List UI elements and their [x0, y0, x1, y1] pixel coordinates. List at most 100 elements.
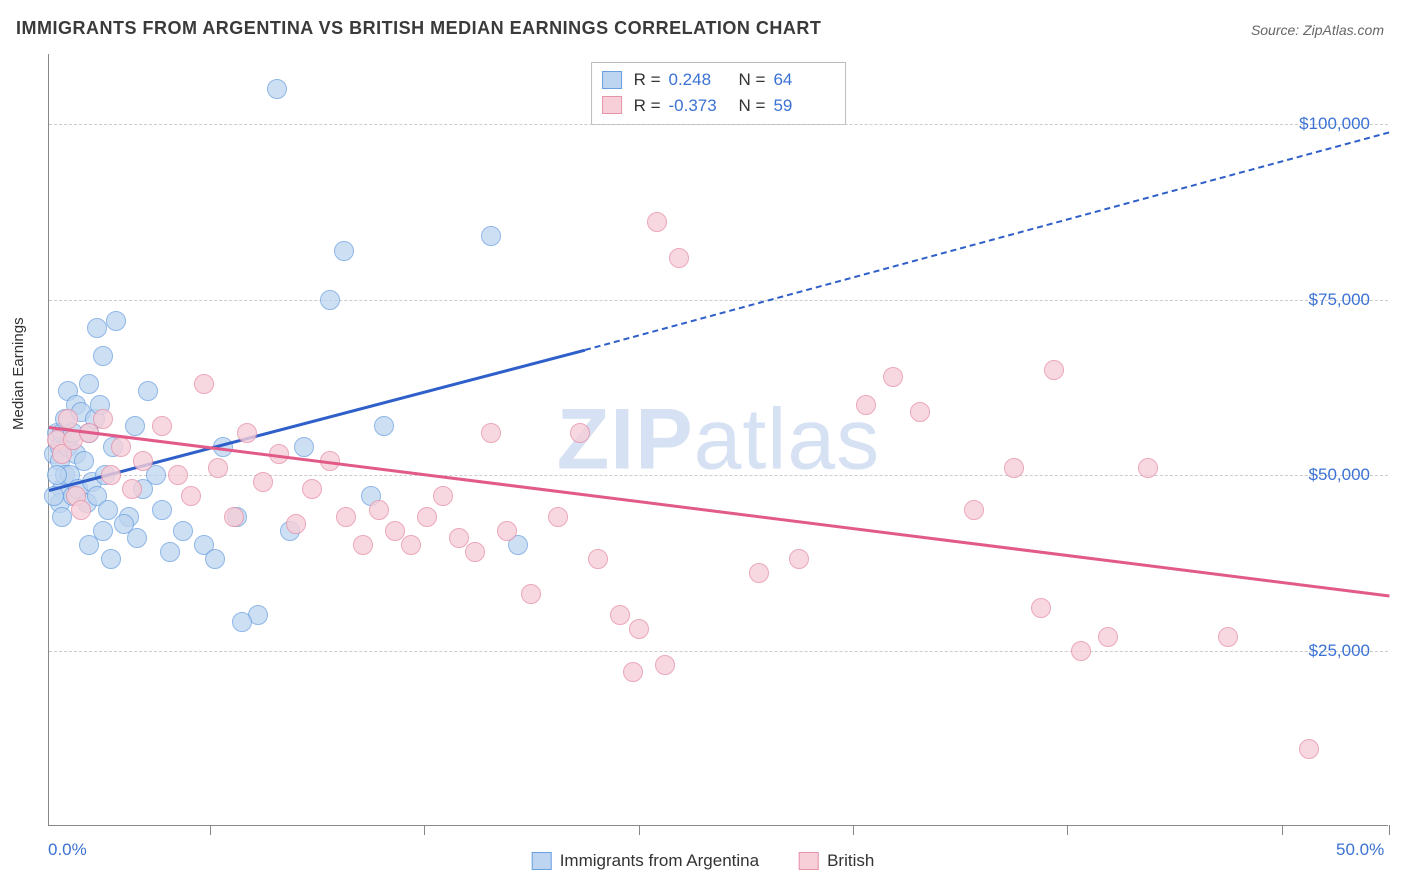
data-point: [138, 381, 158, 401]
data-point: [111, 437, 131, 457]
data-point: [237, 423, 257, 443]
gridline: [49, 124, 1388, 125]
data-point: [385, 521, 405, 541]
data-point: [1004, 458, 1024, 478]
legend-item: Immigrants from Argentina: [532, 851, 759, 871]
regression-line: [49, 426, 1389, 597]
data-point: [623, 662, 643, 682]
data-point: [548, 507, 568, 527]
data-point: [749, 563, 769, 583]
legend-label: Immigrants from Argentina: [560, 851, 759, 871]
y-tick-label: $25,000: [1309, 641, 1370, 661]
gridline: [49, 651, 1388, 652]
y-axis-label: Median Earnings: [10, 317, 27, 430]
data-point: [856, 395, 876, 415]
data-point: [655, 655, 675, 675]
stat-n-value: 59: [773, 93, 831, 119]
stats-row: R = 0.248 N = 64: [602, 67, 832, 93]
data-point: [106, 311, 126, 331]
x-tick: [853, 825, 854, 835]
data-point: [521, 584, 541, 604]
data-point: [152, 500, 172, 520]
data-point: [417, 507, 437, 527]
data-point: [127, 528, 147, 548]
stat-r-label: R =: [634, 93, 661, 119]
gridline: [49, 300, 1388, 301]
data-point: [194, 374, 214, 394]
legend-swatch: [602, 96, 622, 114]
data-point: [181, 486, 201, 506]
legend-swatch: [799, 852, 819, 870]
data-point: [449, 528, 469, 548]
data-point: [1071, 641, 1091, 661]
data-point: [481, 423, 501, 443]
data-point: [1299, 739, 1319, 759]
stat-r-value: 0.248: [669, 67, 727, 93]
data-point: [789, 549, 809, 569]
data-point: [101, 549, 121, 569]
x-tick: [1282, 825, 1283, 835]
source-attribution: Source: ZipAtlas.com: [1251, 22, 1384, 38]
stat-r-label: R =: [634, 67, 661, 93]
data-point: [294, 437, 314, 457]
data-point: [71, 500, 91, 520]
data-point: [168, 465, 188, 485]
data-point: [964, 500, 984, 520]
data-point: [883, 367, 903, 387]
data-point: [79, 374, 99, 394]
data-point: [125, 416, 145, 436]
data-point: [133, 451, 153, 471]
x-tick: [424, 825, 425, 835]
data-point: [47, 465, 67, 485]
data-point: [570, 423, 590, 443]
data-point: [910, 402, 930, 422]
legend-item: British: [799, 851, 874, 871]
legend-label: British: [827, 851, 874, 871]
stat-n-label: N =: [739, 67, 766, 93]
regression-line-extrapolated: [585, 131, 1390, 350]
data-point: [1044, 360, 1064, 380]
legend-swatch: [602, 71, 622, 89]
y-tick-label: $75,000: [1309, 290, 1370, 310]
x-axis-min-label: 0.0%: [48, 840, 87, 860]
data-point: [497, 521, 517, 541]
data-point: [374, 416, 394, 436]
data-point: [1138, 458, 1158, 478]
data-point: [336, 507, 356, 527]
data-point: [629, 619, 649, 639]
stat-r-value: -0.373: [669, 93, 727, 119]
data-point: [369, 500, 389, 520]
data-point: [302, 479, 322, 499]
data-point: [286, 514, 306, 534]
data-point: [160, 542, 180, 562]
data-point: [152, 416, 172, 436]
data-point: [101, 465, 121, 485]
data-point: [669, 248, 689, 268]
y-tick-label: $100,000: [1299, 114, 1370, 134]
x-tick: [1067, 825, 1068, 835]
watermark-light: atlas: [694, 391, 881, 487]
data-point: [433, 486, 453, 506]
data-point: [1031, 598, 1051, 618]
x-axis-max-label: 50.0%: [1336, 840, 1384, 860]
data-point: [208, 458, 228, 478]
data-point: [224, 507, 244, 527]
data-point: [1218, 627, 1238, 647]
data-point: [205, 549, 225, 569]
chart-title: IMMIGRANTS FROM ARGENTINA VS BRITISH MED…: [16, 18, 821, 39]
data-point: [232, 612, 252, 632]
legend-swatch: [532, 852, 552, 870]
data-point: [253, 472, 273, 492]
x-tick: [210, 825, 211, 835]
chart-plot-area: ZIPatlas R =0.248N =64R =-0.373N =59 $25…: [48, 54, 1388, 826]
data-point: [465, 542, 485, 562]
stat-n-value: 64: [773, 67, 831, 93]
data-point: [401, 535, 421, 555]
gridline: [49, 475, 1388, 476]
data-point: [610, 605, 630, 625]
stats-row: R =-0.373N =59: [602, 93, 832, 119]
data-point: [173, 521, 193, 541]
data-point: [52, 507, 72, 527]
correlation-stats-box: R = 0.248 N = 64R = -0.373 N = 59: [591, 62, 847, 125]
data-point: [353, 535, 373, 555]
